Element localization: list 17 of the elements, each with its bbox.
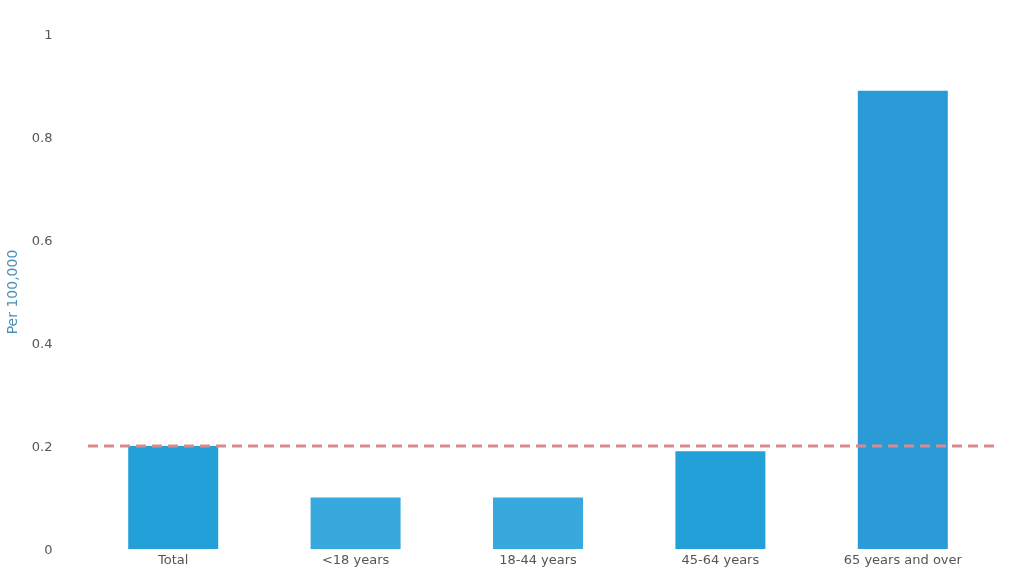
x-tick-label: 45-64 years [681, 551, 760, 567]
x-tick-label: <18 years [321, 551, 390, 567]
y-tick-label: 0.2 [31, 438, 53, 454]
y-tick-label: 0.4 [31, 335, 53, 351]
bar [857, 90, 948, 549]
y-tick-label: 1 [44, 26, 53, 42]
x-tick-label: 65 years and over [843, 551, 963, 567]
x-tick-label: 18-44 years [499, 551, 578, 567]
bar [493, 497, 583, 549]
y-tick-label: 0 [44, 541, 53, 557]
bar [675, 451, 766, 549]
bar [128, 446, 219, 549]
y-axis-title: Per 100,000 [3, 249, 20, 335]
x-tick-label: Total [157, 551, 189, 567]
bar [310, 497, 401, 549]
y-tick-label: 0.6 [31, 232, 53, 248]
y-tick-label: 0.8 [31, 129, 53, 145]
